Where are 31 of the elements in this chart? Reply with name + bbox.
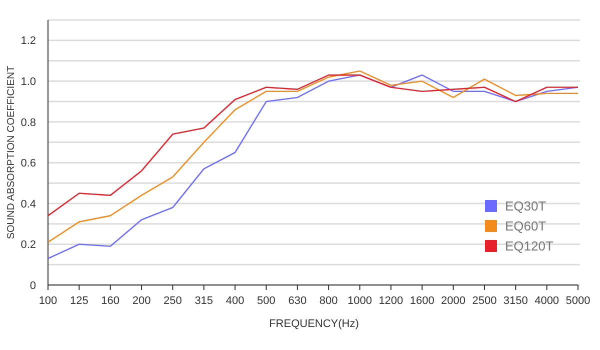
x-tick-label: 250 — [164, 295, 182, 307]
line-series — [47, 74, 579, 216]
legend-label: EQ30T — [505, 198, 546, 214]
legend-label: EQ60T — [505, 218, 546, 234]
y-tick-label: 0.6 — [20, 158, 36, 170]
y-tick-label: 0.8 — [20, 116, 36, 129]
x-tick-label: 2000 — [441, 295, 466, 307]
x-tick-label: 500 — [257, 295, 276, 307]
y-axis-title: SOUND ABSORPTION COEFFICIENT — [6, 66, 17, 240]
x-tick-label: 1000 — [348, 295, 372, 307]
x-tick-label: 800 — [319, 295, 338, 307]
y-tick-label: 1.0 — [20, 76, 36, 88]
x-tick-label: 2500 — [472, 295, 497, 307]
y-tick-label: 1.2 — [20, 35, 36, 48]
x-tick-label: 200 — [132, 295, 151, 307]
x-tick-label: 100 — [38, 295, 58, 307]
x-tick-label: 5000 — [566, 295, 590, 307]
y-tick-label: 0.2 — [20, 239, 36, 252]
x-tick-label: 315 — [194, 295, 214, 307]
x-tick-label: 160 — [101, 295, 120, 307]
x-tick-label: 630 — [288, 295, 307, 307]
x-tick-label: 400 — [226, 295, 244, 307]
y-tick-label: 0.4 — [20, 198, 36, 210]
x-tick-label: 4000 — [534, 295, 560, 307]
x-axis-title: FREQUENCY(Hz) — [269, 318, 359, 330]
x-tick-label: 125 — [70, 295, 88, 307]
y-tick-label: 0 — [30, 280, 36, 292]
legend-label: EQ120T — [505, 238, 554, 254]
x-tick-label: 1200 — [378, 295, 404, 307]
x-tick-label: 1600 — [410, 295, 434, 307]
x-tick-label: 3150 — [503, 295, 528, 307]
